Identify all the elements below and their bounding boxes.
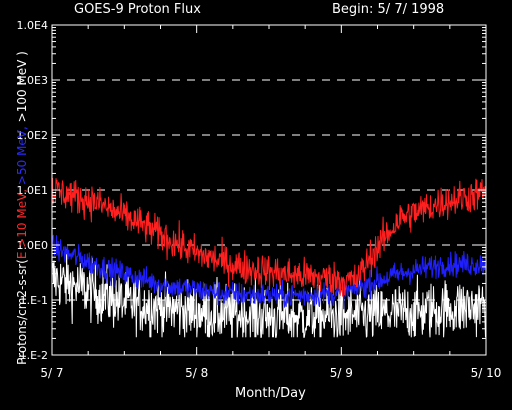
y-tick-label: 1.0E4 [17,19,48,32]
y-axis-label: Protons/cm2-s-sr(E >10 MeV, >50 MeV, >10… [15,51,29,365]
y-tick-label: 1.0E2 [17,129,48,142]
y-tick-label: 1.0E1 [17,184,48,197]
y-tick-label: 1.E-1 [20,294,48,307]
series-line [51,234,487,310]
x-tick-label: 5/ 7 [40,366,63,380]
x-tick-label: 5/ 10 [471,366,502,380]
series-line [51,249,487,338]
y-axis-label-part: >100 MeV ) [15,51,29,123]
y-axis-label-part: >50 MeV, [15,122,29,186]
y-axis-label-part: E >10 MeV, [15,185,29,260]
series-line [51,177,487,297]
chart-title: GOES-9 Proton Flux [74,2,201,17]
y-axis-label-part: Protons/cm2-s-sr( [15,259,29,365]
x-tick-label: 5/ 8 [185,366,208,380]
begin-date-label: Begin: 5/ 7/ 1998 [332,2,445,17]
x-tick-label: 5/ 9 [330,366,353,380]
y-tick-label: 1.0E0 [17,239,48,252]
y-tick-label: 1.E-2 [20,349,48,362]
y-tick-label: 1.0E3 [17,74,48,87]
x-axis-label: Month/Day [235,386,306,401]
